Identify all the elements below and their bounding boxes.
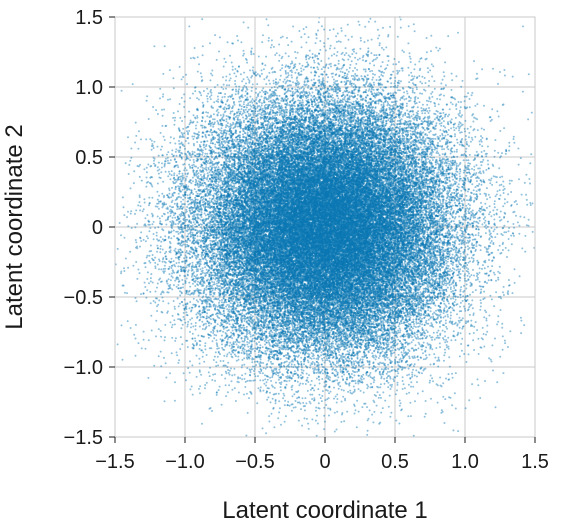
scatter-point xyxy=(214,380,216,382)
scatter-point xyxy=(286,361,288,363)
scatter-point xyxy=(513,142,515,144)
scatter-point xyxy=(392,347,394,349)
scatter-point xyxy=(416,88,418,90)
scatter-point xyxy=(392,63,394,65)
scatter-point xyxy=(223,312,225,314)
scatter-point xyxy=(326,357,328,359)
scatter-point xyxy=(324,399,326,401)
scatter-point xyxy=(360,75,362,77)
scatter-point xyxy=(382,391,384,393)
scatter-point xyxy=(254,350,256,352)
scatter-point xyxy=(425,146,427,148)
scatter-point xyxy=(138,342,140,344)
scatter-point xyxy=(410,415,412,417)
scatter-point xyxy=(416,381,418,383)
scatter-point xyxy=(186,206,188,208)
scatter-point xyxy=(445,165,447,167)
scatter-point xyxy=(265,385,267,387)
scatter-point xyxy=(220,114,222,116)
scatter-point xyxy=(316,66,318,68)
scatter-point xyxy=(252,69,254,71)
scatter-point xyxy=(401,322,403,324)
scatter-point xyxy=(513,235,515,237)
scatter-point xyxy=(383,72,385,74)
scatter-point xyxy=(316,369,318,371)
scatter-point xyxy=(479,220,481,222)
scatter-point xyxy=(526,199,528,201)
scatter-point xyxy=(415,344,417,346)
scatter-point xyxy=(150,245,152,247)
scatter-point xyxy=(466,267,468,269)
scatter-point xyxy=(485,227,487,229)
scatter-point xyxy=(214,334,216,336)
scatter-point xyxy=(213,359,215,361)
scatter-point xyxy=(320,354,322,356)
scatter-point xyxy=(156,235,158,237)
scatter-point xyxy=(197,235,199,237)
scatter-point xyxy=(437,152,439,154)
scatter-point xyxy=(453,126,455,128)
scatter-point xyxy=(170,237,172,239)
scatter-point xyxy=(168,278,170,280)
scatter-point xyxy=(208,325,210,327)
scatter-point xyxy=(165,224,167,226)
scatter-point xyxy=(460,101,462,103)
scatter-point xyxy=(428,112,430,114)
scatter-point xyxy=(362,59,364,61)
scatter-point xyxy=(382,407,384,409)
scatter-point xyxy=(122,359,124,361)
scatter-point xyxy=(196,376,198,378)
scatter-point xyxy=(373,139,375,141)
scatter-point xyxy=(135,241,137,243)
scatter-point xyxy=(249,96,251,98)
scatter-point xyxy=(195,125,197,127)
scatter-point xyxy=(176,155,178,157)
scatter-point xyxy=(127,211,129,213)
scatter-point xyxy=(404,346,406,348)
scatter-point xyxy=(505,231,507,233)
scatter-point xyxy=(455,408,457,410)
scatter-point xyxy=(508,238,510,240)
scatter-point xyxy=(448,129,450,131)
scatter-point xyxy=(281,381,283,383)
scatter-point xyxy=(205,214,207,216)
